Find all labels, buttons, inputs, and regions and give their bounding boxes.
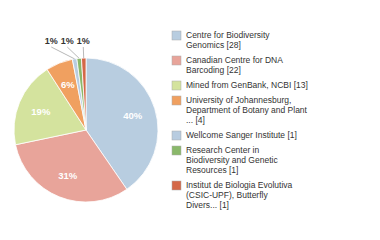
legend-label-line: Mined from GenBank, NCBI [13] <box>186 80 308 90</box>
legend-label-line: Wellcome Sanger Institute [1] <box>186 130 297 140</box>
leader-line <box>67 47 79 58</box>
legend-label-line: Institut de Biologia Evolutiva <box>186 180 293 190</box>
leader-line <box>51 47 74 59</box>
legend-label: Research Center inBiodiversity and Genet… <box>186 145 278 175</box>
legend-item: University of Johannesburg,Department of… <box>172 95 308 125</box>
legend-label-line: Biodiversity and Genetic <box>186 155 278 165</box>
legend-swatch <box>172 81 181 90</box>
legend-label: Centre for BiodiversityGenomics [28] <box>186 30 270 50</box>
legend-label-line: Genomics [28] <box>186 40 241 50</box>
legend-item: Research Center inBiodiversity and Genet… <box>172 145 278 175</box>
data-label: 1% <box>77 36 90 46</box>
legend-label-line: Divers... [1] <box>186 200 229 210</box>
data-label: 40% <box>123 110 143 121</box>
legend-swatch <box>172 131 181 140</box>
legend-swatch <box>172 146 181 155</box>
legend-label: Wellcome Sanger Institute [1] <box>186 130 297 140</box>
pie-slice <box>72 59 86 130</box>
legend-label-line: Research Center in <box>186 145 260 155</box>
leader-line <box>83 47 84 58</box>
legend-label-line: Resources [1] <box>186 165 238 175</box>
legend-label-line: University of Johannesburg, <box>186 95 291 105</box>
legend-item: Institut de Biologia Evolutiva(CSIC-UPF)… <box>172 180 293 210</box>
legend-label-line: Barcoding [22] <box>186 65 241 75</box>
legend-label-line: Department of Botany and Plant <box>186 105 308 115</box>
chart: 40%31%19%6%1%1%1%Centre for Biodiversity… <box>0 0 380 240</box>
pie: 40%31%19%6%1%1%1% <box>14 36 158 202</box>
data-label: 1% <box>61 36 74 46</box>
legend: Centre for BiodiversityGenomics [28] Cana… <box>172 30 308 210</box>
legend-label: Canadian Centre for DNABarcoding [22] <box>186 55 283 75</box>
legend-item: Mined from GenBank, NCBI [13] <box>172 80 308 90</box>
data-label: 31% <box>58 170 78 181</box>
legend-label: Institut de Biologia Evolutiva(CSIC-UPF)… <box>186 180 293 210</box>
data-label: 1% <box>45 36 58 46</box>
legend-label: University of Johannesburg,Department of… <box>186 95 308 125</box>
legend-item: Canadian Centre for DNABarcoding [22] <box>172 55 283 75</box>
legend-label-line: Canadian Centre for DNA <box>186 55 283 65</box>
legend-item: Wellcome Sanger Institute [1] <box>172 130 297 140</box>
data-label: 19% <box>31 106 51 117</box>
legend-label-line: ... [4] <box>186 115 205 125</box>
legend-label-line: (CSIC-UPF), Butterfly <box>186 190 268 200</box>
legend-swatch <box>172 96 181 105</box>
pie-slice <box>81 58 86 130</box>
legend-label-line: Centre for Biodiversity <box>186 30 270 40</box>
pie-slice <box>77 58 86 130</box>
legend-label: Mined from GenBank, NCBI [13] <box>186 80 308 90</box>
legend-swatch <box>172 31 181 40</box>
legend-item: Centre for BiodiversityGenomics [28] <box>172 30 270 50</box>
legend-swatch <box>172 56 181 65</box>
legend-swatch <box>172 181 181 190</box>
data-label: 6% <box>61 79 75 90</box>
